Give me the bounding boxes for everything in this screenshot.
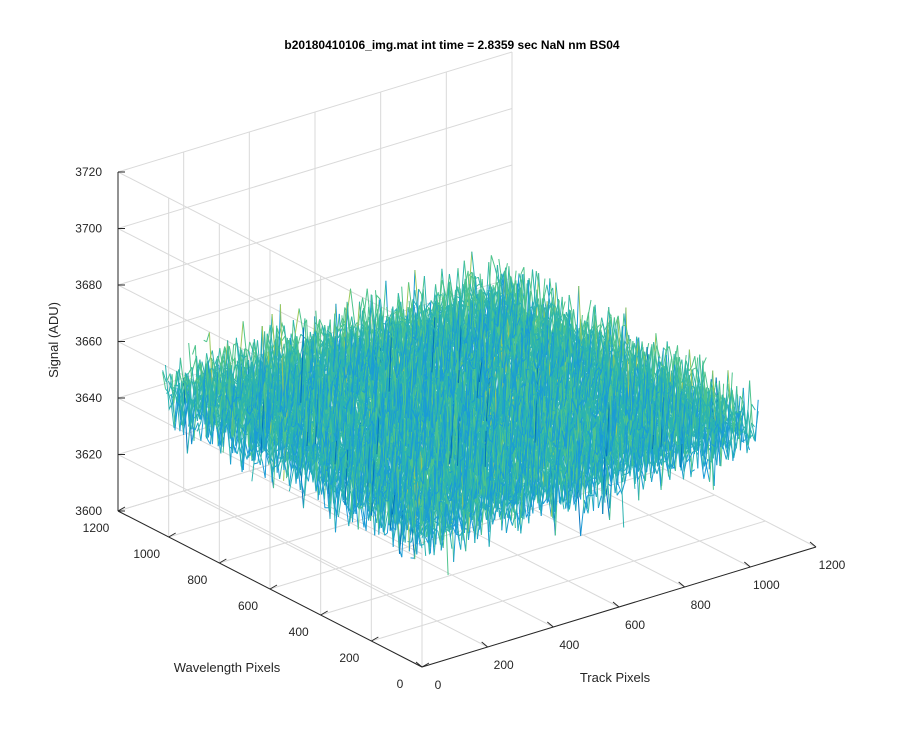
back-right-grid-h xyxy=(117,108,513,229)
surface-row-segment xyxy=(445,273,450,307)
x-tick-mark xyxy=(481,641,488,648)
surface-row-segment xyxy=(245,341,258,370)
back-right-grid-h xyxy=(117,221,513,342)
back-left-grid-h xyxy=(117,454,423,611)
surface-row-segment xyxy=(350,288,355,321)
surface-row-segment xyxy=(320,467,329,509)
surface-col-segment xyxy=(194,422,199,431)
surface-row-segment xyxy=(266,452,272,464)
surface-row-segment xyxy=(193,397,203,419)
back-right-grid-h xyxy=(117,164,513,286)
chart-title: b20180410106_img.mat int time = 2.8359 s… xyxy=(284,38,620,52)
y-tick-mark xyxy=(219,558,227,564)
y-tick-mark xyxy=(168,532,176,538)
x-tick-mark xyxy=(612,601,620,608)
y-tick-mark xyxy=(269,584,278,590)
y-tick-mark xyxy=(371,636,379,642)
surface-row-segment xyxy=(300,480,306,497)
surface-row-segment xyxy=(298,308,304,331)
y-tick-mark xyxy=(117,506,126,512)
axis-lines xyxy=(117,171,817,668)
surface-row-segment xyxy=(162,370,167,383)
surface-mesh xyxy=(162,251,759,576)
surface-row-segment xyxy=(256,449,261,466)
surface-row-segment xyxy=(196,384,202,422)
x-tick-mark xyxy=(678,581,685,588)
y-tick-mark xyxy=(320,610,328,616)
surface-row-segment xyxy=(279,456,284,479)
floor-grid-y xyxy=(371,520,766,642)
surface-row-segment xyxy=(206,410,211,436)
surface-row-segment xyxy=(408,282,413,314)
surface-row-segment xyxy=(249,443,255,457)
back-left-grid-h xyxy=(117,397,423,555)
surface-row-segment xyxy=(188,355,197,392)
x-tick-mark xyxy=(809,541,817,548)
floor-grid-y xyxy=(320,494,715,616)
surface-row-segment xyxy=(276,325,285,377)
surface-row-segment xyxy=(186,413,192,454)
surface-row-segment xyxy=(189,384,195,441)
surface-row-segment xyxy=(751,403,756,411)
back-right-grid-h xyxy=(117,51,513,173)
surface-row-segment xyxy=(467,251,473,306)
x-tick-mark xyxy=(744,561,751,568)
surface-row-segment xyxy=(242,321,248,358)
surface-row-segment xyxy=(408,299,414,323)
x-tick-mark xyxy=(415,661,423,668)
surface-col-segment xyxy=(384,532,388,536)
x-tick-mark xyxy=(547,621,554,628)
surface-row-segment xyxy=(347,316,353,338)
surface-row-segment xyxy=(438,279,454,315)
surface-row-segment xyxy=(294,308,300,333)
y-tick-mark xyxy=(421,662,430,668)
